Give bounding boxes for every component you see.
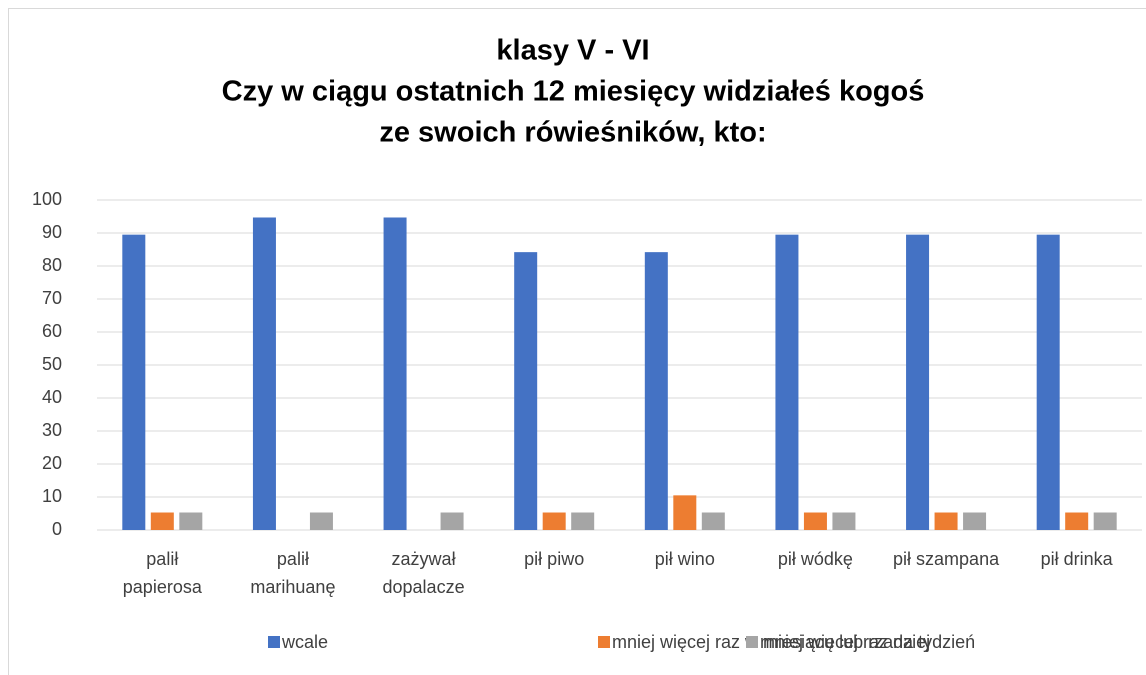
legend-label: mniej więcej raz na tydzień [760, 632, 975, 652]
y-tick-label: 10 [42, 486, 62, 506]
x-tick-label: papierosa [123, 577, 203, 597]
x-tick-label: zażywał [392, 549, 456, 569]
chart-title: ze swoich rówieśników, kto: [379, 117, 766, 149]
legend-label: wcale [281, 632, 328, 652]
bar [571, 512, 595, 530]
x-tick-label: pił szampana [893, 549, 1000, 569]
legend-swatch [598, 636, 610, 648]
y-tick-label: 70 [42, 288, 62, 308]
x-tick-label: pił wódkę [778, 549, 853, 569]
x-tick-label: marihuanę [250, 577, 335, 597]
y-tick-label: 80 [42, 255, 62, 275]
x-tick-label: pił drinka [1041, 549, 1114, 569]
bar [542, 512, 566, 530]
legend-label: mniej więcej raz w miesiącu lub rzadziej [612, 632, 930, 652]
bar [775, 234, 799, 530]
x-tick-label: pił piwo [524, 549, 584, 569]
y-tick-label: 100 [32, 189, 62, 209]
bar [252, 217, 276, 531]
bar [179, 512, 203, 530]
bar [644, 252, 668, 530]
bar [1065, 512, 1089, 530]
y-tick-label: 30 [42, 420, 62, 440]
x-tick-label: palił [146, 549, 178, 569]
bar [309, 512, 333, 530]
y-tick-label: 50 [42, 354, 62, 374]
y-tick-label: 40 [42, 387, 62, 407]
bar [803, 512, 827, 530]
bar [1036, 234, 1060, 530]
y-tick-label: 20 [42, 453, 62, 473]
chart-border [8, 8, 1146, 675]
y-tick-label: 0 [52, 519, 62, 539]
bar [832, 512, 856, 530]
y-tick-label: 90 [42, 222, 62, 242]
bar [514, 252, 538, 530]
bar [701, 512, 725, 530]
bar [906, 234, 930, 530]
chart-title: Czy w ciągu ostatnich 12 miesięcy widzia… [222, 76, 925, 108]
x-tick-label: palił [277, 549, 309, 569]
x-tick-label: dopalacze [383, 577, 465, 597]
bar [1093, 512, 1117, 530]
bar [963, 512, 987, 530]
y-tick-label: 60 [42, 321, 62, 341]
legend-swatch [268, 636, 280, 648]
bar [150, 512, 174, 530]
legend-swatch [746, 636, 758, 648]
x-tick-label: pił wino [655, 549, 715, 569]
bar [122, 234, 146, 530]
bar [934, 512, 958, 530]
chart-title: klasy V - VI [496, 35, 649, 67]
bar [383, 217, 407, 531]
bar [673, 495, 697, 530]
bar [440, 512, 464, 530]
